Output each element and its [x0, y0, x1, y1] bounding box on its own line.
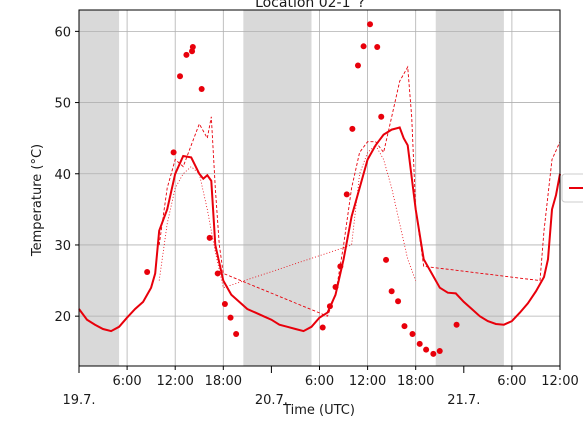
data-point-32	[453, 321, 460, 328]
y-tick-label-3: 50	[54, 97, 71, 112]
night-band-2	[435, 10, 504, 366]
x-tick-label-1: 12:00	[156, 374, 193, 389]
x-tick-label-2: 18:00	[205, 374, 242, 389]
data-point-29	[423, 346, 430, 353]
data-point-5	[189, 44, 196, 51]
series-line-2-dotted	[158, 144, 417, 289]
marker-layer	[144, 21, 460, 357]
x-tick-label-7: 12:00	[541, 374, 578, 389]
data-point-20	[367, 21, 374, 28]
data-point-3	[183, 51, 190, 58]
y-tick-label-0: 20	[54, 310, 71, 325]
data-point-25	[395, 298, 402, 305]
data-point-19	[360, 43, 367, 50]
data-point-26	[401, 323, 408, 330]
data-point-18	[354, 62, 361, 69]
data-point-2	[177, 73, 184, 80]
axes	[75, 9, 561, 373]
data-point-6	[198, 86, 205, 93]
data-point-13	[326, 303, 333, 310]
y-tick-label-2: 40	[54, 168, 71, 183]
data-point-14	[332, 283, 339, 290]
data-point-1	[170, 149, 177, 156]
data-point-16	[343, 191, 350, 198]
data-point-24	[388, 288, 395, 295]
data-point-22	[378, 113, 385, 120]
x-tick-label-3: 6:00	[305, 374, 334, 389]
data-point-11	[233, 330, 240, 337]
x-tick-label-4: 12:00	[349, 374, 386, 389]
legend-fragment	[561, 173, 583, 203]
data-point-27	[409, 330, 416, 337]
data-point-9	[221, 301, 228, 308]
x-axis-label: Time (UTC)	[282, 403, 355, 418]
night-band-0	[79, 10, 120, 366]
data-point-15	[337, 263, 344, 270]
x-tick-label-5: 18:00	[397, 374, 434, 389]
chart-title: Location 02-1_?	[255, 0, 365, 11]
y-axis-label: Temperature (°C)	[30, 144, 45, 257]
date-label-0: 19.7.	[62, 393, 95, 408]
data-point-7	[206, 234, 213, 241]
date-label-1: 20.7.	[255, 393, 288, 408]
y-tick-label-1: 30	[54, 239, 71, 254]
night-bands	[79, 10, 504, 366]
data-point-21	[374, 44, 381, 51]
y-tick-label-4: 60	[54, 25, 71, 40]
tick-labels: 20 30 40 50 60 6:00 12:00 18:00 6:00 12:00 18:00 6:…	[54, 25, 578, 408]
x-tick-label-6: 6:00	[497, 374, 526, 389]
data-point-31	[436, 348, 443, 355]
data-point-0	[144, 269, 151, 276]
data-point-17	[349, 125, 356, 132]
data-point-12	[319, 324, 326, 331]
data-point-23	[383, 256, 390, 263]
series-line-1-dashed	[158, 65, 561, 317]
night-band-1	[243, 10, 312, 366]
series-line-0-solid	[78, 126, 561, 333]
date-label-2: 21.7.	[447, 393, 480, 408]
x-tick-label-0: 6:00	[112, 374, 141, 389]
data-point-28	[416, 340, 423, 347]
series-layer	[78, 65, 561, 333]
data-point-30	[430, 350, 437, 357]
data-point-10	[227, 314, 234, 321]
data-point-8	[214, 270, 221, 277]
